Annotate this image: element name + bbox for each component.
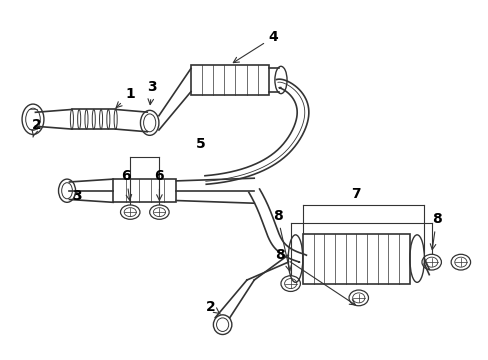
Bar [191, 65, 268, 95]
Text: 3: 3 [72, 189, 81, 203]
Bar [113, 179, 176, 202]
Text: 8: 8 [429, 212, 441, 249]
Text: 6: 6 [122, 170, 131, 200]
Text: 7: 7 [351, 187, 361, 201]
Text: 6: 6 [154, 170, 164, 200]
Text: 2: 2 [31, 118, 41, 137]
Text: 4: 4 [233, 30, 278, 63]
Text: 5: 5 [196, 137, 205, 151]
Text: 3: 3 [147, 80, 157, 104]
Bar [302, 234, 409, 284]
Text: 8: 8 [272, 209, 291, 271]
Text: 8: 8 [275, 248, 355, 305]
Text: 2: 2 [205, 300, 220, 314]
Text: 1: 1 [116, 87, 135, 108]
